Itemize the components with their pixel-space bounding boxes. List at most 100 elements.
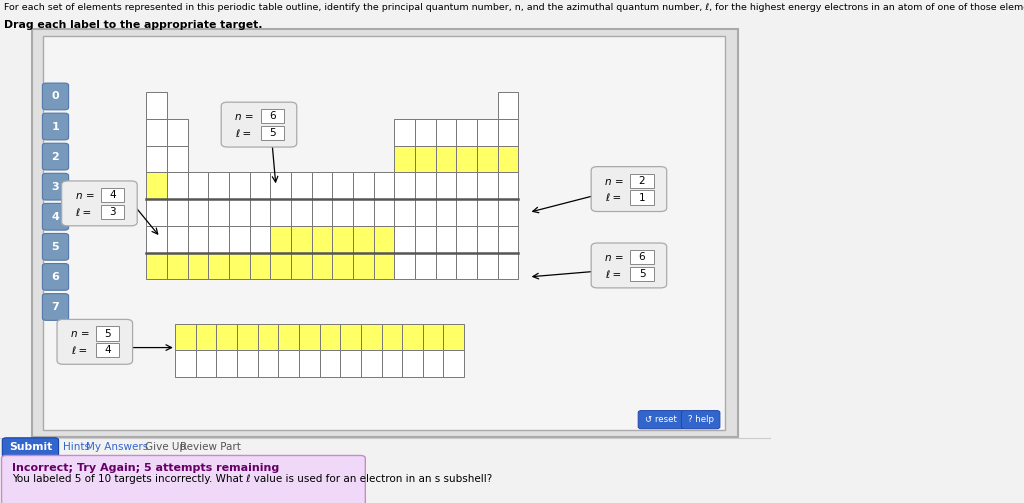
FancyBboxPatch shape <box>42 83 69 110</box>
FancyBboxPatch shape <box>415 119 435 145</box>
FancyBboxPatch shape <box>187 253 209 279</box>
FancyBboxPatch shape <box>250 226 270 253</box>
Text: For each set of elements represented in this periodic table outline, identify th: For each set of elements represented in … <box>4 4 1024 13</box>
FancyBboxPatch shape <box>477 226 498 253</box>
FancyBboxPatch shape <box>374 173 394 199</box>
FancyBboxPatch shape <box>435 119 457 145</box>
Text: 2: 2 <box>639 176 645 186</box>
FancyBboxPatch shape <box>333 173 353 199</box>
FancyBboxPatch shape <box>498 226 518 253</box>
FancyBboxPatch shape <box>353 173 374 199</box>
FancyBboxPatch shape <box>498 253 518 279</box>
FancyBboxPatch shape <box>591 243 667 288</box>
FancyBboxPatch shape <box>402 351 423 377</box>
FancyBboxPatch shape <box>146 253 167 279</box>
Text: ℓ =: ℓ = <box>236 129 251 139</box>
FancyBboxPatch shape <box>187 173 209 199</box>
FancyBboxPatch shape <box>209 253 229 279</box>
FancyBboxPatch shape <box>319 324 340 351</box>
Text: 7: 7 <box>51 302 59 312</box>
FancyBboxPatch shape <box>477 199 498 226</box>
Text: ? help: ? help <box>688 415 714 424</box>
FancyBboxPatch shape <box>237 351 258 377</box>
FancyBboxPatch shape <box>209 173 229 199</box>
FancyBboxPatch shape <box>457 226 477 253</box>
FancyBboxPatch shape <box>175 351 196 377</box>
FancyBboxPatch shape <box>415 199 435 226</box>
FancyBboxPatch shape <box>394 199 415 226</box>
Text: 3: 3 <box>51 182 59 192</box>
FancyBboxPatch shape <box>353 199 374 226</box>
FancyBboxPatch shape <box>146 145 167 173</box>
FancyBboxPatch shape <box>681 410 720 429</box>
Text: n =: n = <box>71 329 89 340</box>
FancyBboxPatch shape <box>591 166 667 211</box>
Text: Submit: Submit <box>9 442 52 452</box>
FancyBboxPatch shape <box>187 226 209 253</box>
FancyBboxPatch shape <box>457 173 477 199</box>
FancyBboxPatch shape <box>2 438 58 457</box>
FancyBboxPatch shape <box>319 351 340 377</box>
Text: 2: 2 <box>51 151 59 161</box>
FancyBboxPatch shape <box>291 173 311 199</box>
FancyBboxPatch shape <box>42 294 69 320</box>
Text: n =: n = <box>236 112 254 122</box>
FancyBboxPatch shape <box>216 351 237 377</box>
FancyBboxPatch shape <box>229 173 250 199</box>
FancyBboxPatch shape <box>146 226 167 253</box>
FancyBboxPatch shape <box>498 119 518 145</box>
FancyBboxPatch shape <box>167 226 187 253</box>
FancyBboxPatch shape <box>498 199 518 226</box>
FancyBboxPatch shape <box>333 226 353 253</box>
FancyBboxPatch shape <box>638 410 684 429</box>
FancyBboxPatch shape <box>258 324 279 351</box>
FancyBboxPatch shape <box>457 199 477 226</box>
Text: ℓ =: ℓ = <box>605 270 622 280</box>
FancyBboxPatch shape <box>477 119 498 145</box>
FancyBboxPatch shape <box>333 199 353 226</box>
Text: 3: 3 <box>110 207 116 217</box>
FancyBboxPatch shape <box>415 226 435 253</box>
FancyBboxPatch shape <box>353 253 374 279</box>
FancyBboxPatch shape <box>311 253 333 279</box>
FancyBboxPatch shape <box>229 199 250 226</box>
FancyBboxPatch shape <box>498 173 518 199</box>
FancyBboxPatch shape <box>96 326 120 341</box>
FancyBboxPatch shape <box>250 253 270 279</box>
Text: You labeled 5 of 10 targets incorrectly. What ℓ value is used for an electron in: You labeled 5 of 10 targets incorrectly.… <box>12 474 493 483</box>
FancyBboxPatch shape <box>457 253 477 279</box>
FancyBboxPatch shape <box>42 264 69 290</box>
Text: Hints: Hints <box>63 442 90 452</box>
FancyBboxPatch shape <box>279 324 299 351</box>
FancyBboxPatch shape <box>260 126 284 140</box>
FancyBboxPatch shape <box>146 173 167 199</box>
FancyBboxPatch shape <box>167 173 187 199</box>
FancyBboxPatch shape <box>631 250 653 265</box>
Text: Incorrect; Try Again; 5 attempts remaining: Incorrect; Try Again; 5 attempts remaini… <box>12 463 280 473</box>
FancyBboxPatch shape <box>250 173 270 199</box>
FancyBboxPatch shape <box>394 226 415 253</box>
Text: Give Up: Give Up <box>145 442 186 452</box>
FancyBboxPatch shape <box>360 324 382 351</box>
FancyBboxPatch shape <box>340 351 360 377</box>
Text: 6: 6 <box>51 272 59 282</box>
FancyBboxPatch shape <box>423 351 443 377</box>
FancyBboxPatch shape <box>42 143 69 170</box>
Text: My Answers: My Answers <box>86 442 148 452</box>
Text: n =: n = <box>605 253 624 263</box>
FancyBboxPatch shape <box>33 29 737 437</box>
FancyBboxPatch shape <box>394 253 415 279</box>
FancyBboxPatch shape <box>435 173 457 199</box>
FancyBboxPatch shape <box>311 199 333 226</box>
FancyBboxPatch shape <box>260 109 284 124</box>
FancyBboxPatch shape <box>435 226 457 253</box>
FancyBboxPatch shape <box>101 205 124 219</box>
FancyBboxPatch shape <box>457 145 477 173</box>
FancyBboxPatch shape <box>394 119 415 145</box>
FancyBboxPatch shape <box>394 145 415 173</box>
FancyBboxPatch shape <box>291 253 311 279</box>
FancyBboxPatch shape <box>270 199 291 226</box>
FancyBboxPatch shape <box>443 324 464 351</box>
FancyBboxPatch shape <box>394 173 415 199</box>
FancyBboxPatch shape <box>299 351 319 377</box>
